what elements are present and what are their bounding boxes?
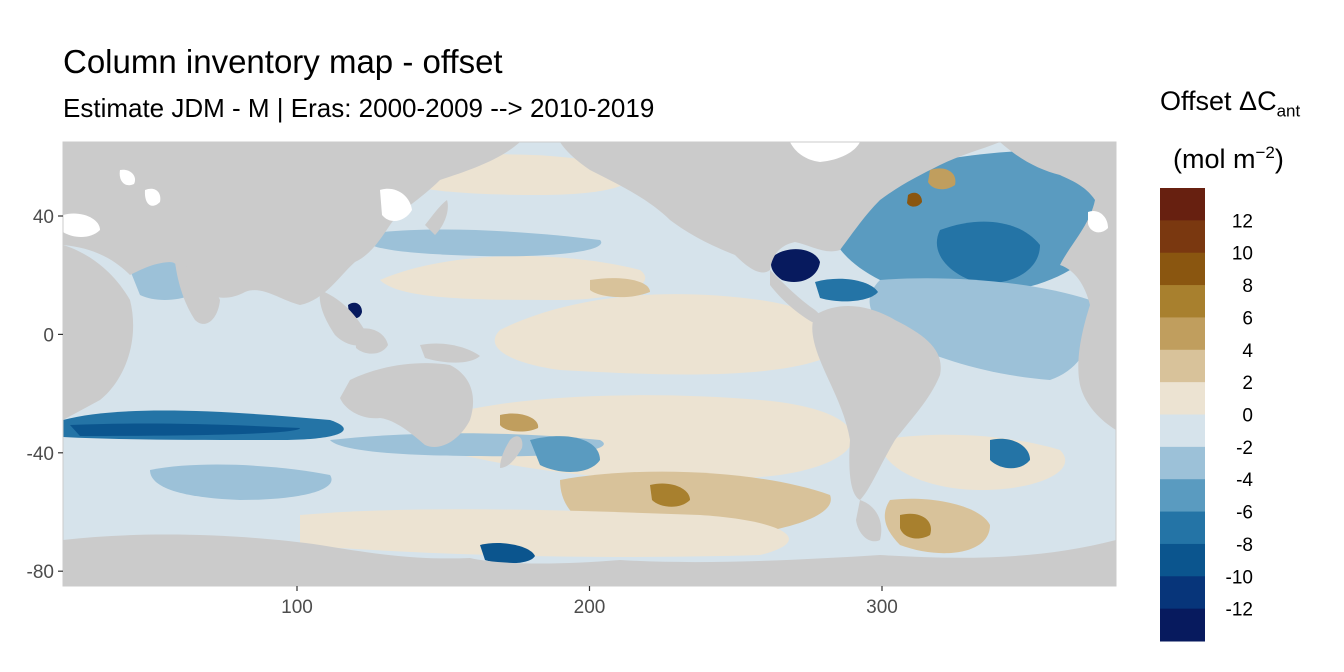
gulf-of-mexico — [770, 249, 820, 282]
colorbar-bin — [1160, 382, 1205, 415]
colorbar-label: 12 — [1232, 211, 1253, 232]
southern-indian-mid — [150, 464, 332, 500]
y-tick-label: -40 — [27, 444, 54, 465]
colorbar-bin — [1160, 511, 1205, 545]
legend-unit: (mol m−2) — [1173, 143, 1284, 174]
colorbar-label: 4 — [1242, 341, 1253, 362]
south-pacific-positive — [430, 395, 853, 481]
hotspot-5 — [500, 413, 539, 432]
colorbar-bin — [1160, 220, 1205, 254]
land-south-america — [812, 305, 941, 500]
hotspot-3 — [928, 168, 956, 190]
colorbar-label: -12 — [1226, 600, 1253, 621]
nodata-6 — [119, 169, 136, 186]
colorbar-label: -2 — [1236, 438, 1253, 459]
weddell-beige — [884, 498, 990, 554]
southern-indian-deep — [70, 423, 300, 436]
north-atlantic-dark — [936, 221, 1040, 284]
colorbar-bin — [1160, 479, 1205, 513]
anomaly-patches — [63, 150, 1099, 564]
chart-title: Column inventory map - offset — [63, 43, 503, 80]
nodata-4 — [790, 142, 860, 162]
southern-pacific-blue — [530, 436, 600, 472]
colorbar-label: 10 — [1232, 244, 1253, 265]
land-central-america — [770, 270, 822, 323]
land-antarctic-peninsula — [856, 500, 882, 542]
nodata-1 — [380, 188, 412, 222]
x-tick-label: 100 — [281, 597, 313, 618]
colorbar-bin — [1160, 414, 1205, 448]
land-india-region — [175, 262, 220, 324]
colorbar-bin — [1160, 285, 1205, 318]
colorbar-bin — [1160, 446, 1205, 480]
x-tick-label: 300 — [866, 597, 898, 618]
nodata-5 — [1088, 210, 1108, 233]
hotspot-6 — [900, 513, 931, 539]
hotspot-1 — [650, 483, 690, 507]
colorbar-bin — [1160, 576, 1205, 610]
land — [63, 142, 1116, 586]
colorbar-bin — [1160, 188, 1205, 221]
land-japan — [425, 200, 448, 235]
antarctic-beige — [300, 509, 789, 557]
missing-data — [63, 142, 1108, 237]
land-europe-africa — [1000, 142, 1116, 430]
map-panel — [63, 142, 1116, 586]
x-tick-label: 200 — [574, 597, 606, 618]
y-tick-label: 40 — [33, 207, 54, 228]
colorbar-label: 8 — [1242, 276, 1253, 297]
colorbar-label: -8 — [1236, 535, 1253, 556]
caribbean — [815, 278, 878, 302]
land-africa-east-left — [63, 142, 134, 420]
y-tick-label: -80 — [27, 562, 54, 583]
southern-atlantic-dark — [990, 438, 1030, 469]
chart-subtitle: Estimate JDM - M | Eras: 2000-2009 --> 2… — [63, 93, 655, 123]
colorbar-label: -4 — [1236, 470, 1253, 491]
colorbar-label: 0 — [1242, 406, 1253, 427]
pacific-positive-band — [494, 294, 838, 375]
colorbar-bin — [1160, 349, 1205, 383]
y-tick-label: 0 — [43, 325, 54, 346]
colorbar-bin — [1160, 317, 1205, 351]
hotspot-2 — [907, 192, 922, 207]
land-north-america — [560, 142, 1000, 273]
colorbar-bin — [1160, 608, 1205, 642]
colorbar-label: -6 — [1236, 503, 1253, 524]
colorbar-label: 6 — [1242, 308, 1253, 329]
colorbar-label: -10 — [1226, 567, 1253, 588]
nodata-3 — [63, 213, 100, 237]
north-pacific-positive — [380, 256, 646, 300]
legend-title: Offset ΔCant — [1160, 86, 1301, 121]
land-new-zealand — [500, 436, 523, 468]
colorbar-label: 2 — [1242, 373, 1253, 394]
land-borneo — [355, 328, 388, 354]
ross-sea-blue — [480, 543, 535, 564]
colorbar-bin — [1160, 252, 1205, 286]
land-new-guinea — [420, 343, 480, 363]
nodata-2 — [144, 188, 161, 206]
hotspot-4 — [590, 278, 650, 298]
colorbar: 12 10 8 6 4 2 0 -2 -4 -6 -8 -10 -12 — [1160, 188, 1253, 642]
tropical-atlantic-blue — [869, 278, 1093, 380]
land-australia — [340, 363, 474, 448]
land-antarctica — [63, 534, 1116, 586]
colorbar-bin — [1160, 543, 1205, 577]
north-pacific-blue-band — [360, 229, 602, 257]
